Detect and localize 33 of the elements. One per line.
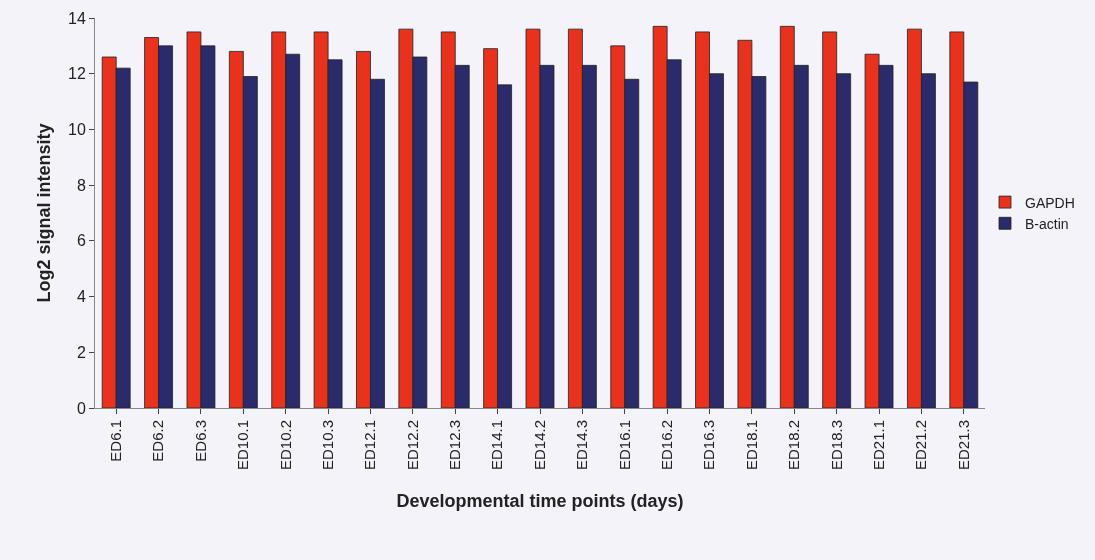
y-tick-label: 6 (76, 232, 86, 250)
x-tick-label: ED14.3 (573, 420, 591, 471)
x-tick-label: ED21.1 (869, 420, 887, 471)
x-tick-label: ED21.3 (954, 420, 972, 471)
x-tick-label: ED6.3 (191, 420, 209, 462)
x-tick-label: ED12.1 (361, 420, 379, 471)
x-tick-label: ED16.2 (658, 420, 676, 471)
y-tick-label: 8 (76, 176, 86, 194)
x-tick-label: ED10.1 (234, 420, 252, 471)
y-tick-label: 10 (68, 121, 86, 139)
y-tick-label: 4 (76, 288, 86, 306)
x-tick-label: ED12.3 (446, 420, 464, 471)
x-tick-label: ED14.1 (488, 420, 506, 471)
x-tick-label: ED10.3 (318, 420, 336, 471)
x-tick-label: ED18.2 (785, 420, 803, 471)
legend-label: B-actin (1025, 215, 1069, 232)
y-tick-label: 14 (68, 9, 86, 27)
x-tick-label: ED16.1 (615, 420, 633, 471)
x-tick-label: ED10.2 (276, 420, 294, 471)
y-tick-label: 0 (76, 399, 86, 417)
x-tick-label: ED18.3 (827, 420, 845, 471)
y-tick-label: 12 (68, 65, 86, 83)
x-tick-label: ED6.1 (107, 420, 125, 462)
x-tick-label: ED6.2 (149, 420, 167, 462)
x-axis-title: Developmental time points (days) (396, 491, 684, 512)
y-tick-label: 2 (76, 343, 86, 361)
legend-label: GAPDH (1025, 194, 1075, 211)
x-tick-label: ED21.2 (912, 420, 930, 471)
x-tick-label: ED12.2 (403, 420, 421, 471)
x-tick-label: ED14.2 (530, 420, 548, 471)
y-axis-title: Log2 signal intensity (34, 123, 55, 303)
x-tick-label: ED16.3 (700, 420, 718, 471)
x-tick-label: ED18.1 (742, 420, 760, 471)
